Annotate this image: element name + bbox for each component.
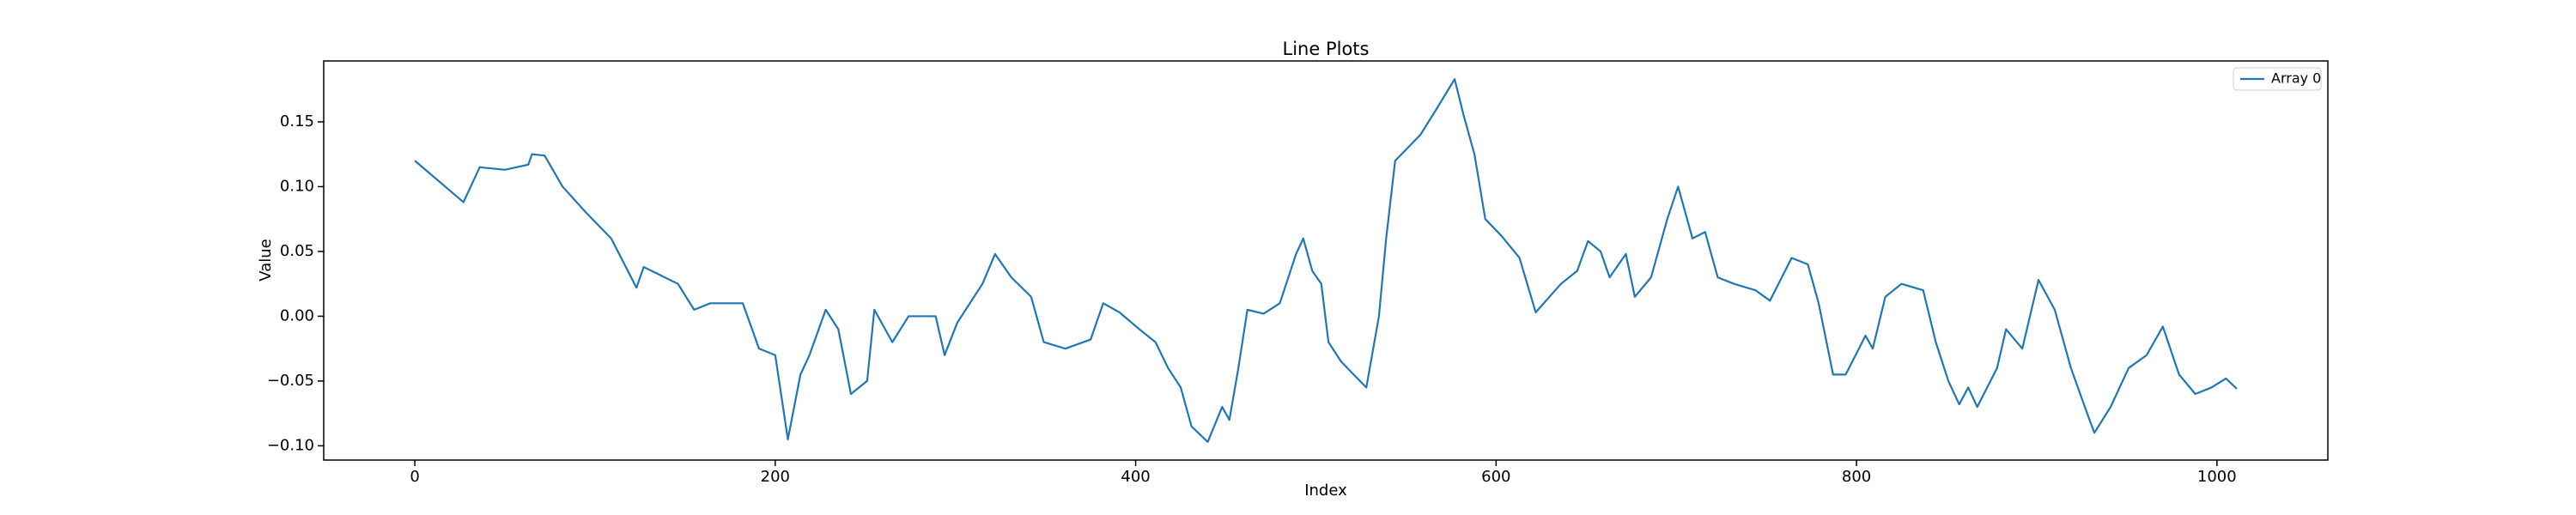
y-tick-label: 0.10 — [280, 177, 314, 195]
y-axis-label: Value — [257, 239, 275, 281]
y-tick-label: 0.15 — [280, 112, 314, 130]
y-tick-label: 0.05 — [280, 242, 314, 260]
x-tick-label: 0 — [410, 468, 419, 486]
data-line — [414, 78, 2238, 443]
x-tick-label: 600 — [1481, 468, 1510, 486]
chart-title: Line Plots — [1283, 39, 1370, 59]
x-tick-label: 1000 — [2197, 468, 2237, 486]
legend-box — [2233, 67, 2322, 91]
y-tick-label: 0.00 — [280, 306, 314, 324]
x-axis-label: Index — [1304, 482, 1347, 500]
y-tick-label: −0.05 — [267, 372, 314, 390]
legend-label: Array 0 — [2271, 70, 2321, 87]
x-tick-label: 400 — [1121, 468, 1150, 486]
plot-frame — [323, 60, 2329, 461]
y-tick-label: −0.10 — [267, 436, 314, 454]
x-tick-label: 200 — [761, 468, 790, 486]
x-tick-label: 800 — [1842, 468, 1871, 486]
